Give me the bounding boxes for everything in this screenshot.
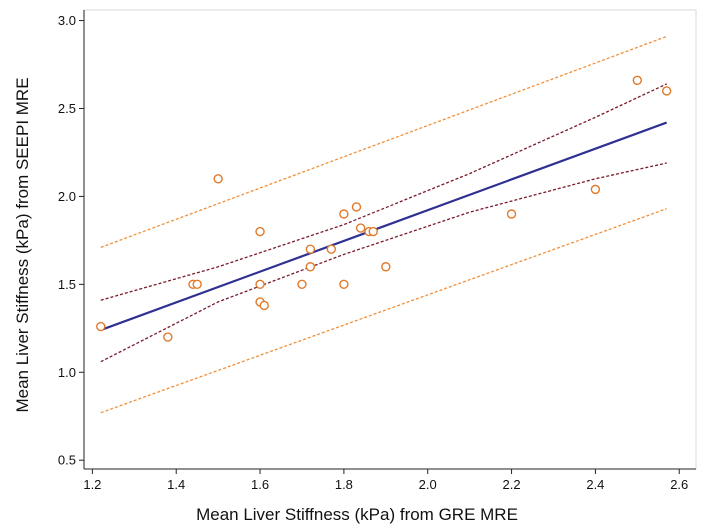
y-tick-label: 3.0 (58, 13, 76, 28)
prediction-band-lower (100, 208, 667, 414)
confidence-band-upper (100, 83, 667, 301)
data-point (632, 75, 643, 86)
confidence-band-lower (100, 162, 667, 363)
y-tick-label: 2.5 (58, 101, 76, 116)
data-point (213, 174, 223, 184)
bands-layer (100, 35, 667, 414)
prediction-band-upper (100, 35, 667, 249)
data-point (381, 262, 391, 272)
y-tick-label: 1.5 (58, 277, 76, 292)
data-point (255, 279, 265, 290)
x-tick-label: 1.8 (335, 477, 353, 492)
plot-frame (83, 9, 697, 470)
data-point (351, 202, 362, 212)
data-point (297, 279, 307, 290)
data-point (163, 332, 173, 342)
x-tick-label: 2.2 (503, 477, 521, 492)
data-point (661, 86, 672, 96)
data-point (192, 279, 202, 290)
y-tick-label: 0.5 (58, 453, 76, 468)
data-point (305, 244, 316, 254)
x-tick-label: 1.4 (167, 477, 185, 492)
x-tick-label: 2.6 (670, 477, 688, 492)
x-tick-label: 2.0 (419, 477, 437, 492)
x-tick-label: 2.4 (586, 477, 604, 492)
data-point (255, 226, 265, 237)
data-point (96, 321, 106, 332)
data-point (339, 209, 349, 219)
y-tick-label: 2.0 (58, 189, 76, 204)
data-point (506, 209, 517, 219)
y-tick-label: 1.0 (58, 365, 76, 380)
data-point (590, 184, 601, 195)
x-tick-label: 1.2 (83, 477, 101, 492)
ticks-layer: 1.2 1.4 1.6 1.8 2.0 2.2 2.4 2.6 0.5 1.0 1.5 2.0 2.5 3… (58, 13, 688, 492)
x-axis-title: Mean Liver Stiffness (kPa) from GRE MRE (196, 505, 518, 524)
data-point (305, 262, 316, 272)
x-tick-label: 1.6 (251, 477, 269, 492)
data-point (355, 223, 366, 233)
y-axis-title: Mean Liver Stiffness (kPa) from SEEPI MR… (13, 77, 32, 412)
data-point (368, 226, 378, 237)
regression-layer (100, 121, 668, 332)
data-point (326, 244, 337, 254)
points-layer (96, 75, 672, 342)
regression-line (100, 121, 668, 332)
data-point (339, 279, 349, 290)
data-point (259, 300, 269, 311)
